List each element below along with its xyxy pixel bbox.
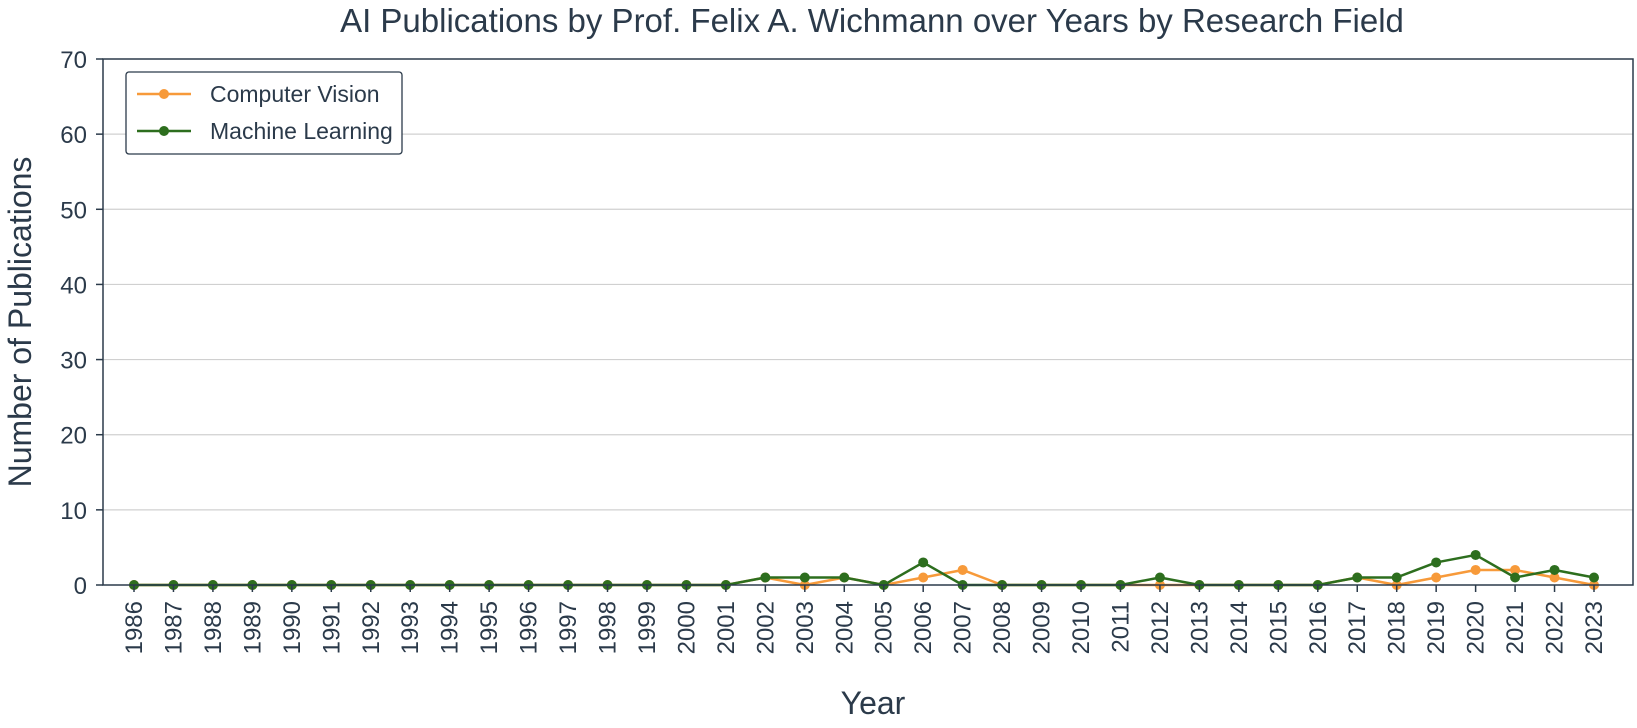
legend-label-machine-learning: Machine Learning	[210, 118, 393, 144]
x-tick-label: 2001	[713, 601, 740, 654]
x-tick-label: 2006	[910, 601, 937, 654]
x-tick-label: 1997	[555, 601, 582, 654]
chart-title: AI Publications by Prof. Felix A. Wichma…	[340, 2, 1404, 39]
x-tick-label: 1988	[200, 601, 227, 654]
x-tick-label: 2008	[989, 601, 1016, 654]
x-tick-label: 2011	[1107, 601, 1134, 653]
x-tick-label: 1991	[318, 601, 345, 654]
legend-label-computer-vision: Computer Vision	[210, 81, 380, 107]
x-axis-label: Year	[841, 685, 906, 721]
data-point-computer-vision	[1510, 564, 1521, 575]
y-tick-label: 50	[60, 197, 87, 224]
legend: Computer Vision Machine Learning	[125, 71, 403, 155]
x-tick-label: 2013	[1186, 601, 1213, 654]
x-tick-label: 2000	[673, 601, 700, 654]
x-tick-label: 2004	[831, 601, 858, 654]
y-tick-label: 0	[74, 573, 87, 600]
x-tick-label: 2005	[871, 601, 898, 654]
data-point-machine-learning	[760, 572, 771, 583]
data-point-computer-vision	[918, 572, 929, 583]
data-point-machine-learning	[839, 572, 850, 583]
x-tick-label: 2012	[1147, 601, 1174, 654]
x-tick-label: 2003	[792, 601, 819, 654]
x-tick-label: 2007	[950, 601, 977, 654]
data-point-machine-learning	[918, 557, 929, 568]
y-tick-label: 20	[60, 423, 87, 450]
x-tick-label: 1995	[476, 601, 503, 654]
data-point-computer-vision	[1470, 564, 1481, 575]
x-tick-label: 1999	[634, 601, 661, 654]
data-point-machine-learning	[1431, 557, 1442, 568]
data-point-machine-learning	[1589, 572, 1599, 583]
y-tick-label: 60	[60, 122, 87, 149]
gridlines	[103, 133, 1633, 511]
x-tick-label: 2009	[1029, 601, 1056, 654]
x-tick-label: 2016	[1305, 601, 1332, 654]
plot-frame	[102, 58, 1634, 586]
data-point-machine-learning	[1549, 564, 1560, 575]
x-tick-label: 2010	[1068, 601, 1095, 654]
x-tick-label: 1994	[437, 601, 464, 654]
x-tick-label: 1987	[160, 601, 187, 654]
x-tick-label: 2014	[1226, 601, 1253, 654]
data-point-computer-vision	[957, 564, 968, 575]
x-tick-label: 2020	[1463, 601, 1490, 654]
legend-marker-computer-vision	[159, 89, 169, 99]
data-point-machine-learning	[1154, 572, 1165, 583]
legend-marker-machine-learning	[159, 126, 169, 136]
x-tick-label: 1990	[279, 601, 306, 654]
x-tick-label: 2018	[1384, 601, 1411, 654]
x-tick-label: 2022	[1542, 601, 1569, 654]
x-axis-ticks: 1986 1987 1988 1989 1990 1991 1992 1993 1994 1995…	[121, 585, 1608, 654]
y-axis-ticks: 0 10 20 30 40 50 60 70	[60, 47, 103, 600]
x-tick-label: 1989	[239, 601, 266, 654]
x-tick-label: 2002	[752, 601, 779, 654]
x-tick-label: 2015	[1265, 601, 1292, 654]
data-point-machine-learning	[1510, 572, 1521, 583]
x-tick-label: 2023	[1581, 601, 1608, 654]
y-tick-label: 40	[60, 272, 87, 299]
data-point-computer-vision	[1549, 572, 1560, 583]
y-axis-label: Number of Publications	[2, 157, 38, 488]
data-point-machine-learning	[1391, 572, 1402, 583]
x-tick-label: 2017	[1344, 601, 1371, 654]
x-tick-label: 1996	[516, 601, 543, 654]
series-layer	[129, 549, 1599, 590]
y-tick-label: 70	[60, 47, 87, 74]
x-tick-label: 1986	[121, 601, 148, 654]
x-tick-label: 1992	[358, 601, 385, 654]
legend-box	[125, 71, 403, 155]
data-point-machine-learning	[799, 572, 810, 583]
y-tick-label: 30	[60, 348, 87, 375]
x-tick-label: 1993	[397, 601, 424, 654]
data-point-computer-vision	[1431, 572, 1442, 583]
x-tick-label: 2021	[1502, 601, 1529, 654]
x-tick-label: 1998	[595, 601, 622, 654]
x-tick-label: 2019	[1423, 601, 1450, 654]
data-point-machine-learning	[1352, 572, 1363, 583]
y-tick-label: 10	[60, 498, 87, 525]
data-point-machine-learning	[1470, 549, 1481, 560]
